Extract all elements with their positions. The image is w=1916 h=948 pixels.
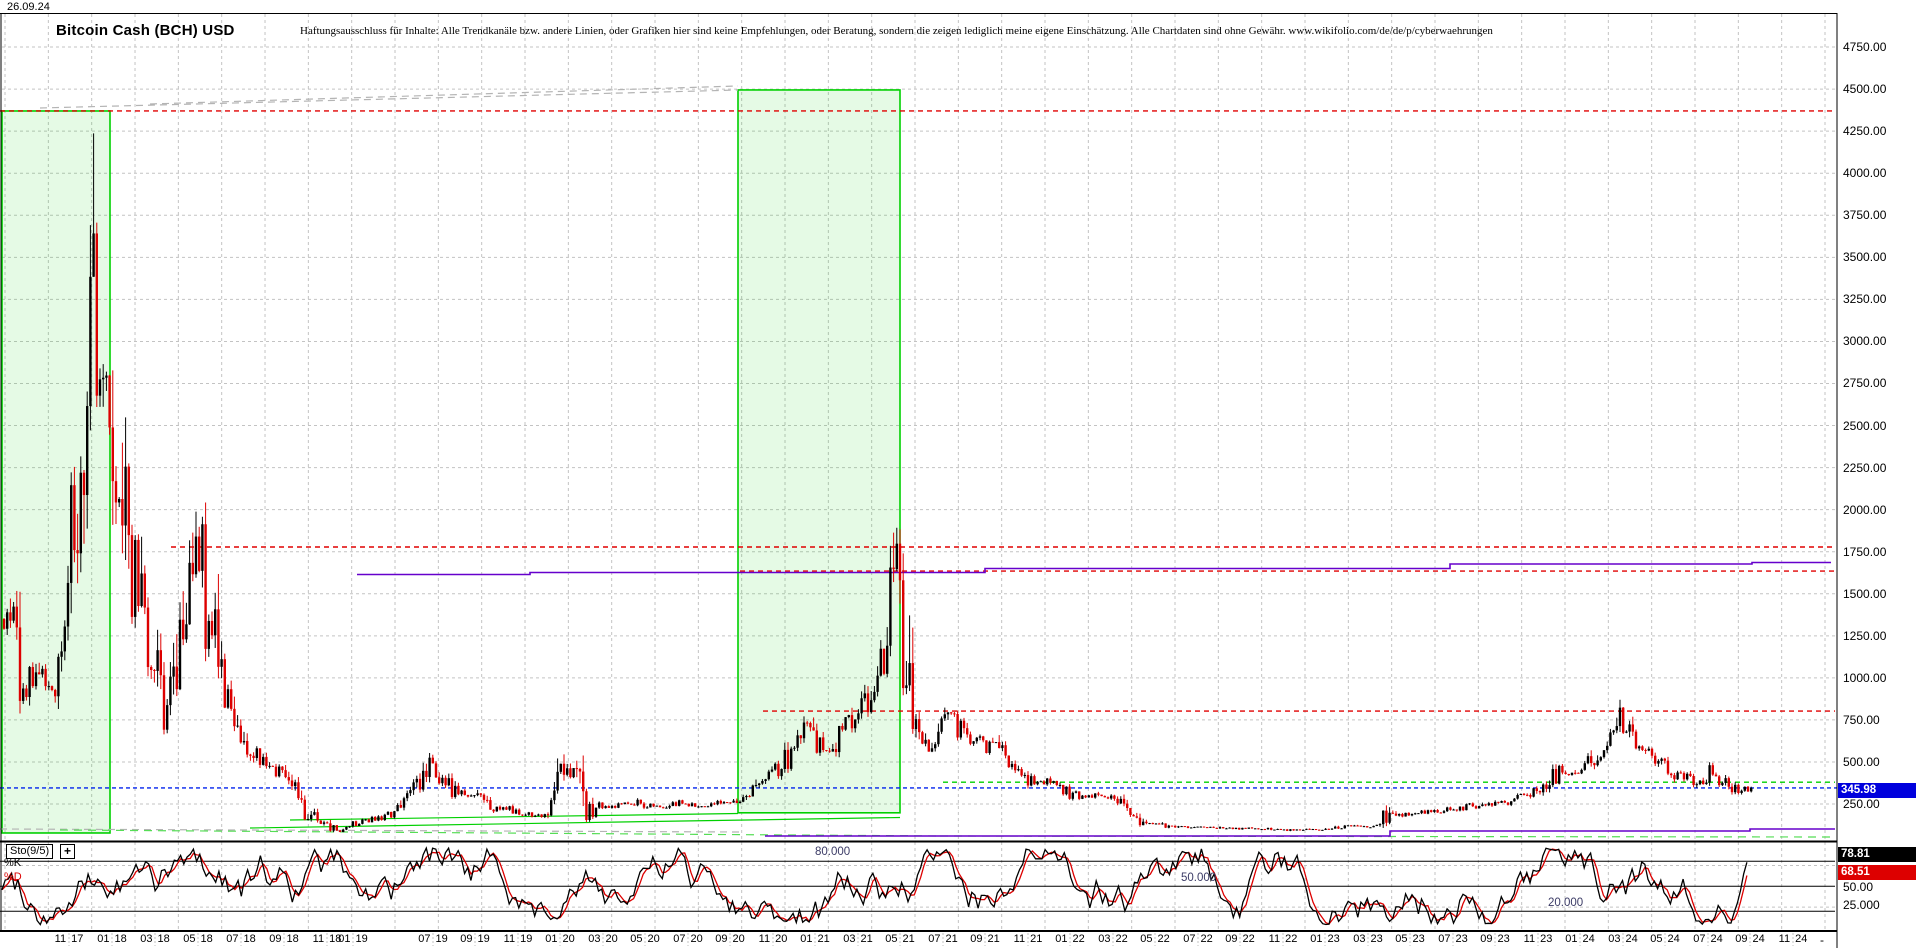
price-axis-tick: 2500.00 <box>1843 419 1887 433</box>
disclaimer-text: Haftungsausschluss für Inhalte: Alle Tre… <box>300 25 1493 37</box>
date-axis-tick: 09 23 <box>1480 933 1510 945</box>
date-axis-tick: 11 21 <box>1013 933 1043 945</box>
date-axis-tick: 05 24 <box>1650 933 1680 945</box>
date-axis-tick: 05 20 <box>630 933 660 945</box>
date-axis-tick: 01 19 <box>338 933 368 945</box>
indicator-axis-low: 25.000 <box>1843 898 1880 912</box>
stochastic-level-label: 50.000 <box>1181 872 1217 884</box>
date-axis-tick: 01 24 <box>1565 933 1595 945</box>
date-axis-tick: 01 22 <box>1055 933 1085 945</box>
date-axis-tick: 03 22 <box>1098 933 1128 945</box>
date-axis-tick: 09 22 <box>1225 933 1255 945</box>
date-axis-tick: 07 22 <box>1183 933 1213 945</box>
date-axis-tick: 09 19 <box>460 933 490 945</box>
date-axis-tick: 11 17 <box>54 933 84 945</box>
d-line-label: %D <box>4 871 22 883</box>
price-axis-tick: 2000.00 <box>1843 503 1887 517</box>
date-axis-tick: 07 23 <box>1438 933 1468 945</box>
date-axis-tick: 01 23 <box>1310 933 1340 945</box>
price-axis-tick: 3000.00 <box>1843 334 1887 348</box>
indicator-axis-mid: 50.00 <box>1843 880 1874 894</box>
date-axis-tick: 09 20 <box>715 933 745 945</box>
price-axis-tick: 2750.00 <box>1843 376 1887 390</box>
date-axis-tick: 11 20 <box>758 933 788 945</box>
date-axis-tick: 09 18 <box>269 933 299 945</box>
date-axis-tick: 05 21 <box>885 933 915 945</box>
price-axis-tick: 2250.00 <box>1843 461 1887 475</box>
price-axis-tick: 4000.00 <box>1843 166 1887 180</box>
date-axis-tick: 03 23 <box>1353 933 1383 945</box>
date-axis-tick: 09 24 <box>1735 933 1765 945</box>
date-axis-tick: 01 20 <box>545 933 575 945</box>
page-title: Bitcoin Cash (BCH) USD <box>56 22 235 39</box>
stochastic-level-label: 20.000 <box>1548 897 1584 909</box>
price-axis-tick: 1500.00 <box>1843 587 1887 601</box>
date-axis-tick: 05 23 <box>1395 933 1425 945</box>
price-axis-tick: 4500.00 <box>1843 82 1887 96</box>
last-price-badge: 345.98 <box>1838 783 1916 798</box>
chart-date: 26.09.24 <box>7 1 50 13</box>
price-axis-tick: 3500.00 <box>1843 250 1887 264</box>
date-axis-tick: 11 23 <box>1523 933 1553 945</box>
date-axis-tick: 07 24 <box>1693 933 1723 945</box>
price-axis-tick: 4750.00 <box>1843 40 1887 54</box>
date-axis-tick: 05 22 <box>1140 933 1170 945</box>
k-line-label: %K <box>4 857 22 869</box>
date-axis-tick: 03 18 <box>140 933 170 945</box>
price-axis-tick: 4250.00 <box>1843 124 1887 138</box>
date-axis-tick: 11 24 <box>1778 933 1808 945</box>
price-axis-tick: 750.00 <box>1843 713 1880 727</box>
date-axis-tick: 07 21 <box>928 933 958 945</box>
price-axis-tick: 3750.00 <box>1843 208 1887 222</box>
date-axis-tick: 11 19 <box>503 933 533 945</box>
price-axis-tick: 3250.00 <box>1843 292 1887 306</box>
date-axis-tick: 07 19 <box>418 933 448 945</box>
stochastic-k-value-badge: 78.81 <box>1838 847 1916 862</box>
price-axis-tick: 1000.00 <box>1843 671 1887 685</box>
date-axis-tick: 01 18 <box>97 933 127 945</box>
axis-end-dash[interactable]: - <box>1820 933 1824 947</box>
date-axis-tick: 05 18 <box>183 933 213 945</box>
price-axis-tick: 1250.00 <box>1843 629 1887 643</box>
date-axis-tick: 09 21 <box>970 933 1000 945</box>
date-axis-tick: 03 24 <box>1608 933 1638 945</box>
date-axis-tick: 03 21 <box>843 933 873 945</box>
stochastic-d-value-badge: 68.51 <box>1838 865 1916 880</box>
date-axis-tick: 01 21 <box>800 933 830 945</box>
date-axis-tick: 07 20 <box>673 933 703 945</box>
date-axis-tick: 07 18 <box>226 933 256 945</box>
date-axis-tick: 03 20 <box>588 933 618 945</box>
date-axis-tick: 11 18 <box>312 933 342 945</box>
price-axis-tick: 250.00 <box>1843 797 1880 811</box>
indicator-name-button[interactable]: Sto(9/5) <box>6 844 54 859</box>
stochastic-level-label: 80.000 <box>815 846 851 858</box>
price-axis-tick: 1750.00 <box>1843 545 1887 559</box>
date-axis-tick: 11 22 <box>1268 933 1298 945</box>
price-axis-tick: 500.00 <box>1843 755 1880 769</box>
add-indicator-button[interactable]: + <box>60 844 75 859</box>
